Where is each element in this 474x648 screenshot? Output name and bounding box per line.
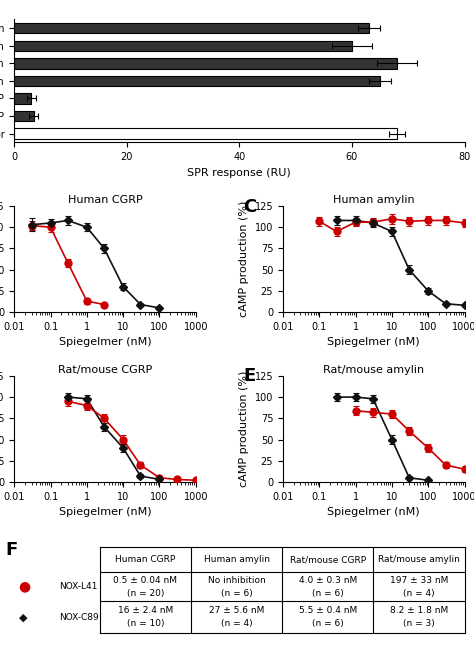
Bar [14, 76, 380, 86]
Text: NOX-L41: NOX-L41 [59, 583, 98, 591]
Bar [14, 41, 352, 51]
Text: Rat/mouse amylin: Rat/mouse amylin [378, 555, 460, 564]
Y-axis label: cAMP production (%): cAMP production (%) [239, 371, 249, 487]
Text: 197 ± 33 nM
(n = 4): 197 ± 33 nM (n = 4) [390, 576, 448, 597]
X-axis label: Spiegelmer (nM): Spiegelmer (nM) [328, 338, 420, 347]
Title: Human amylin: Human amylin [333, 195, 415, 205]
Text: 5.5 ± 0.4 nM
(n = 6): 5.5 ± 0.4 nM (n = 6) [299, 607, 357, 628]
Bar [14, 23, 369, 34]
Text: C: C [243, 198, 256, 216]
X-axis label: Spiegelmer (nM): Spiegelmer (nM) [59, 507, 151, 517]
Bar [14, 128, 397, 139]
Text: 27 ± 5.6 nM
(n = 4): 27 ± 5.6 nM (n = 4) [209, 607, 264, 628]
Bar [14, 93, 31, 104]
Text: 8.2 ± 1.8 nM
(n = 3): 8.2 ± 1.8 nM (n = 3) [390, 607, 448, 628]
X-axis label: Spiegelmer (nM): Spiegelmer (nM) [328, 507, 420, 517]
Text: NOX-C89: NOX-C89 [59, 612, 99, 621]
Title: Rat/mouse amylin: Rat/mouse amylin [323, 365, 424, 375]
Text: 0.5 ± 0.04 nM
(n = 20): 0.5 ± 0.04 nM (n = 20) [113, 576, 177, 597]
Text: 16 ± 2.4 nM
(n = 10): 16 ± 2.4 nM (n = 10) [118, 607, 173, 628]
Text: Rat/mouse CGRP: Rat/mouse CGRP [290, 555, 366, 564]
Title: Human CGRP: Human CGRP [68, 195, 142, 205]
X-axis label: SPR response (RU): SPR response (RU) [188, 168, 291, 178]
Text: E: E [243, 367, 255, 386]
Text: Human CGRP: Human CGRP [115, 555, 175, 564]
Text: 4.0 ± 0.3 nM
(n = 6): 4.0 ± 0.3 nM (n = 6) [299, 576, 357, 597]
Text: No inhibition
(n = 6): No inhibition (n = 6) [208, 576, 265, 597]
Text: Human amylin: Human amylin [203, 555, 270, 564]
Bar [14, 58, 397, 69]
Text: ●: ● [18, 580, 31, 594]
Title: Rat/mouse CGRP: Rat/mouse CGRP [58, 365, 152, 375]
Y-axis label: cAMP production (%): cAMP production (%) [239, 201, 249, 318]
Bar [14, 111, 34, 121]
X-axis label: Spiegelmer (nM): Spiegelmer (nM) [59, 338, 151, 347]
Text: F: F [5, 541, 18, 559]
Text: ◆: ◆ [18, 612, 27, 622]
